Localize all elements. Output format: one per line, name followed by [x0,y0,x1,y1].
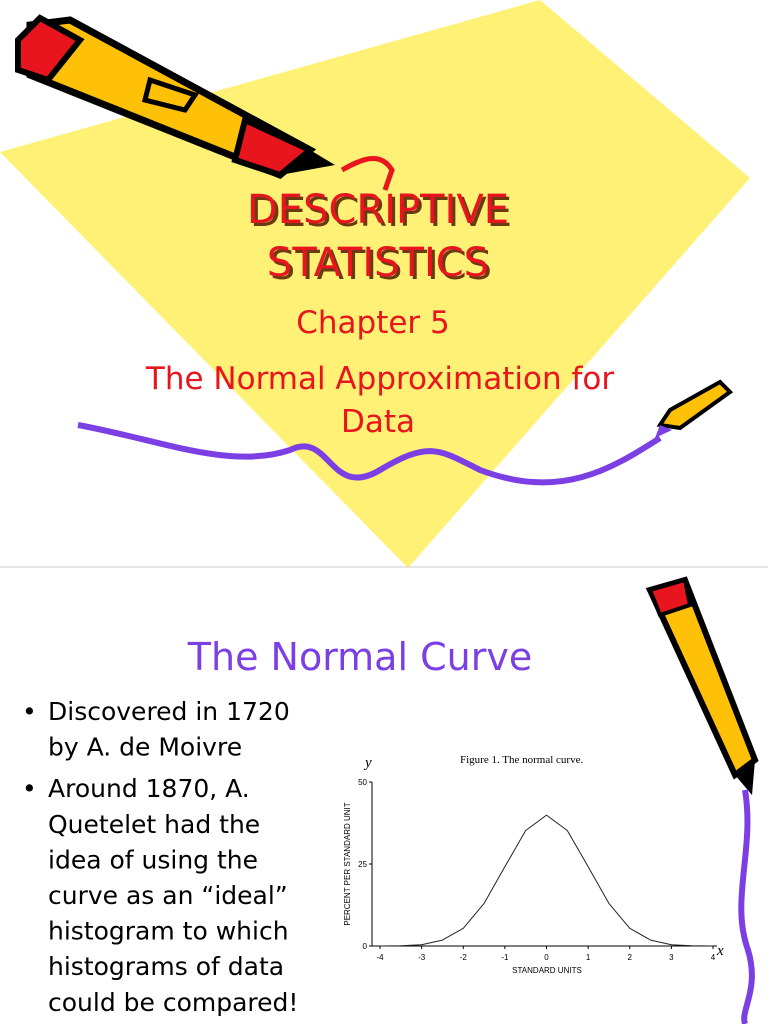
big-pencil [15,14,335,180]
heading-line: Data [341,404,415,440]
bullet-line: Discovered in 1720 [48,697,290,726]
figure-chart: 0 25 50 -4 -3 -2 -1 0 1 2 3 4 [358,778,717,962]
heading-line: The Normal Approximation for [145,361,614,397]
bullet-line: histograms of data [48,952,284,981]
squiggle [340,155,395,191]
figure-caption: Figure 1. The normal curve. [460,754,583,766]
purple-wave [77,422,662,486]
x-tick-label: 0 [544,953,549,962]
bullet-line: could be compared! [48,988,298,1017]
bullet-dot: • [22,697,37,726]
bullet-line: curve as an “ideal” [48,881,288,910]
y-symbol: y [363,755,372,771]
y-tick-label: 25 [358,860,367,869]
x-tick-label: 2 [628,953,633,962]
bullet-line: Quetelet had the [48,810,260,839]
small-pencil [655,379,734,438]
x-label: STANDARD UNITS [512,966,582,975]
x-tick-label: -4 [376,953,384,962]
bullet-line: idea of using the [48,845,258,874]
purple-wave [738,789,755,1024]
x-tick-label: 1 [586,953,591,962]
title-line: DESCRIPTIVE [247,187,509,233]
title-shadow: DESCRIPTIVE [250,190,512,236]
bullet-line: Around 1870, A. [48,774,250,803]
title-line: STATISTICS [267,240,489,286]
subtitle: Chapter 5 [296,305,450,341]
bullet-list: • Discovered in 1720 by A. de Moivre • Aroun… [22,697,298,1017]
x-tick-label: -2 [460,953,468,962]
x-symbol: x [716,943,724,959]
y-tick-label: 50 [358,778,367,787]
y-label: PERCENT PER STANDARD UNIT [343,802,352,925]
x-tick-label: -3 [418,953,426,962]
normal-curve [379,814,714,947]
bullet-line: by A. de Moivre [48,733,242,762]
slide-title: The Normal Curve [187,635,532,679]
bullet-dot: • [22,774,37,803]
bullet-line: histogram to which [48,917,289,946]
x-tick-label: 3 [669,953,674,962]
x-tick-label: -1 [501,953,509,962]
y-tick-label: 0 [363,942,368,951]
title-shadow: STATISTICS [270,243,492,289]
yellow-diamond [0,0,750,568]
x-tick-label: 4 [711,953,716,962]
right-pencil [645,576,759,795]
